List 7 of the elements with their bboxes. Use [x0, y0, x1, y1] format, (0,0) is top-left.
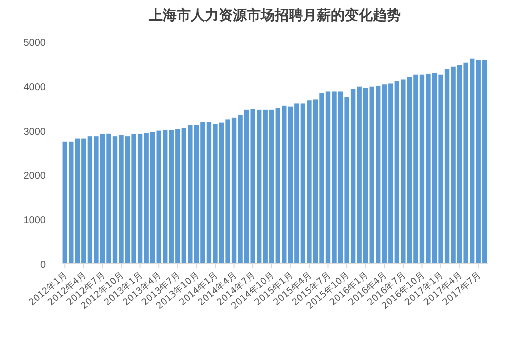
y-tick-label: 1000 — [24, 216, 46, 227]
y-tick-label: 2000 — [24, 171, 46, 182]
y-tick-label: 5000 — [24, 38, 46, 49]
y-tick-label: 4000 — [24, 82, 46, 94]
chart-title: 上海市人力资源市场招聘月薪的变化趋势 — [148, 7, 401, 24]
y-tick-label: 0 — [40, 260, 46, 271]
y-tick-label: 3000 — [24, 126, 46, 138]
